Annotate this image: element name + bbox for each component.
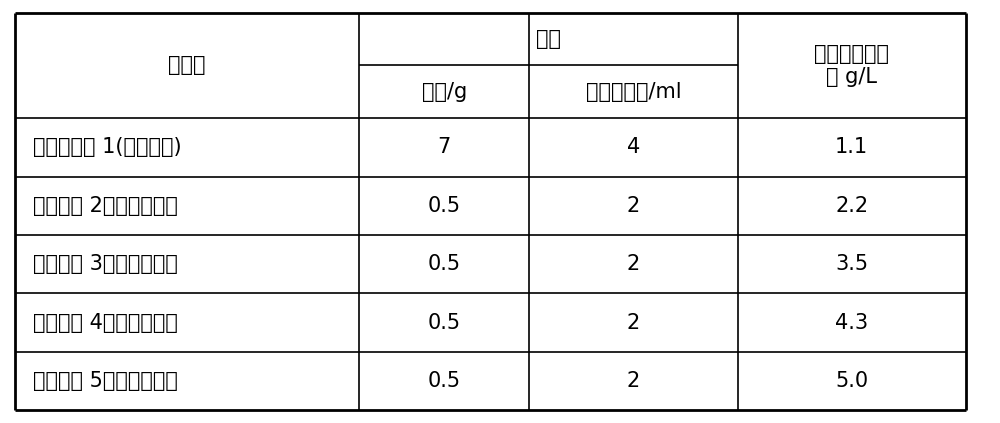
Text: 对比实施 2（二次浸出）: 对比实施 2（二次浸出）	[33, 196, 178, 216]
Text: 浸出后钴的浓
度 g/L: 浸出后钴的浓 度 g/L	[814, 44, 889, 87]
Text: 0.5: 0.5	[428, 254, 461, 274]
Text: 2: 2	[627, 313, 640, 332]
Text: 铁粉/g: 铁粉/g	[422, 82, 467, 102]
Text: 5.0: 5.0	[835, 371, 868, 391]
Text: 实施例: 实施例	[168, 55, 206, 75]
Text: 1.1: 1.1	[835, 137, 868, 157]
Text: 3.5: 3.5	[835, 254, 868, 274]
Text: 2.2: 2.2	[835, 196, 868, 216]
Text: 4.3: 4.3	[835, 313, 868, 332]
Text: 2: 2	[627, 196, 640, 216]
Text: 4: 4	[627, 137, 640, 157]
Text: 2: 2	[627, 371, 640, 391]
Text: 2: 2	[627, 254, 640, 274]
Text: 浓硫酸用量/ml: 浓硫酸用量/ml	[586, 82, 681, 102]
Text: 对比实施 5（五次浸出）: 对比实施 5（五次浸出）	[33, 371, 178, 391]
Text: 0.5: 0.5	[428, 196, 461, 216]
Text: 0.5: 0.5	[428, 313, 461, 332]
Text: 7: 7	[438, 137, 451, 157]
Text: 原料: 原料	[536, 29, 561, 49]
Text: 0.5: 0.5	[428, 371, 461, 391]
Text: 对比实施 4（四次浸出）: 对比实施 4（四次浸出）	[33, 313, 178, 332]
Text: 对比实施 3（三次浸出）: 对比实施 3（三次浸出）	[33, 254, 178, 274]
Text: 对比实施例 1(单次浸出): 对比实施例 1(单次浸出)	[33, 137, 182, 157]
